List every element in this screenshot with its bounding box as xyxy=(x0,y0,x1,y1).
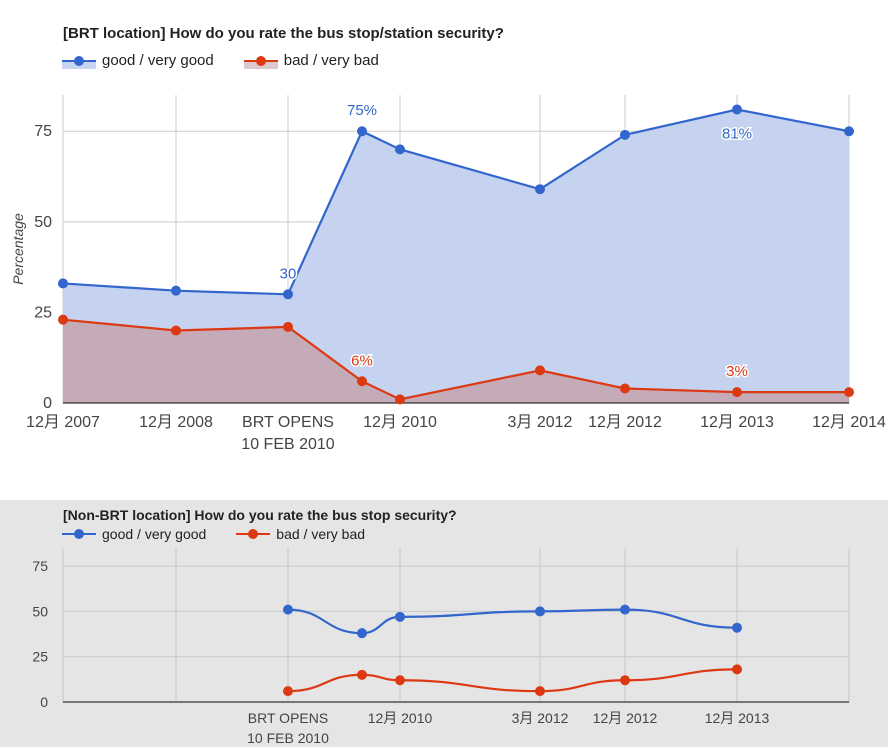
data-point xyxy=(620,129,630,140)
data-label: 75% xyxy=(347,102,377,119)
data-label: 81% xyxy=(722,125,752,142)
data-label: 3% xyxy=(726,363,748,380)
legend-swatch-bad xyxy=(236,526,271,542)
data-point xyxy=(171,285,181,296)
chart-legend: good / very good bad / very bad xyxy=(62,52,409,69)
data-point xyxy=(732,387,742,398)
legend-label-good: good / very good xyxy=(102,52,214,69)
x-tick-label: 12月 2012 xyxy=(593,710,658,726)
data-point xyxy=(395,144,405,155)
chart-title: [BRT location] How do you rate the bus s… xyxy=(63,25,504,42)
series-line xyxy=(287,668,738,693)
data-point xyxy=(395,394,405,405)
legend-item-good[interactable]: good / very good xyxy=(62,526,206,542)
legend-swatch-bad xyxy=(243,53,278,69)
data-point xyxy=(620,383,630,394)
data-point xyxy=(732,664,742,675)
legend-swatch-good xyxy=(62,53,96,69)
data-point xyxy=(283,289,293,300)
data-point xyxy=(58,314,68,325)
data-point xyxy=(732,104,742,115)
x-tick-label: 3月 2012 xyxy=(508,414,573,431)
y-tick-label: 50 xyxy=(32,603,48,619)
data-label: 6% xyxy=(351,352,373,369)
x-tick-label: 12月 2013 xyxy=(700,414,774,431)
y-tick-label: 50 xyxy=(34,214,52,231)
brt-chart-plot: 0 25 50 75 75% 30 81% 6% 3% 12月 2007 12月 2008 BRT O… xyxy=(10,95,886,453)
data-point xyxy=(357,669,367,680)
x-tick-label: 12月 2008 xyxy=(139,414,213,431)
data-point xyxy=(283,686,293,697)
data-point xyxy=(283,604,293,615)
legend-label-good: good / very good xyxy=(102,526,207,542)
non-brt-chart-panel: [Non-BRT location] How do you rate the b… xyxy=(0,500,888,747)
x-tick-label: 10 FEB 2010 xyxy=(241,436,335,453)
legend-item-bad[interactable]: bad / very bad xyxy=(236,526,365,542)
legend-item-good[interactable]: good / very good xyxy=(62,52,214,69)
x-tick-label: 3月 2012 xyxy=(512,710,569,726)
y-tick-label: 0 xyxy=(43,395,52,412)
y-tick-label: 0 xyxy=(40,694,48,710)
series-area xyxy=(63,319,849,403)
data-point xyxy=(357,126,367,137)
data-label: 30 xyxy=(280,265,297,282)
data-point xyxy=(535,606,545,617)
x-tick-label: 12月 2013 xyxy=(705,710,770,726)
data-point xyxy=(844,126,854,137)
series-line xyxy=(287,608,738,635)
chart-legend: good / very good bad / very bad xyxy=(62,526,395,542)
x-tick-label: BRT OPENS xyxy=(242,414,334,431)
data-point xyxy=(732,622,742,633)
x-tick-label: 12月 2014 xyxy=(812,414,886,431)
brt-chart-panel: [BRT location] How do you rate the bus s… xyxy=(10,25,887,453)
data-point xyxy=(171,325,181,336)
y-tick-label: 25 xyxy=(32,649,48,665)
data-point xyxy=(395,611,405,622)
legend-label-bad: bad / very bad xyxy=(283,52,379,69)
y-tick-label: 25 xyxy=(34,304,52,321)
data-point xyxy=(535,365,545,376)
y-axis-title: Percentage xyxy=(10,213,26,285)
legend-swatch-good xyxy=(62,526,96,542)
x-tick-label: 12月 2012 xyxy=(588,414,662,431)
legend-item-bad[interactable]: bad / very bad xyxy=(243,52,379,69)
data-point xyxy=(395,675,405,686)
data-point xyxy=(535,686,545,697)
x-tick-label: 12月 2007 xyxy=(26,414,100,431)
legend-label-bad: bad / very bad xyxy=(276,526,366,542)
y-tick-label: 75 xyxy=(32,558,48,574)
data-point xyxy=(844,387,854,398)
chart-title: [Non-BRT location] How do you rate the b… xyxy=(63,507,457,523)
data-point xyxy=(535,184,545,195)
data-point xyxy=(357,376,367,387)
x-tick-label: 10 FEB 2010 xyxy=(247,730,329,746)
data-point xyxy=(620,604,630,615)
data-point xyxy=(58,278,68,289)
data-point xyxy=(357,628,367,639)
x-tick-label: 12月 2010 xyxy=(368,710,433,726)
x-tick-label: 12月 2010 xyxy=(363,414,437,431)
data-point xyxy=(283,321,293,332)
non-brt-chart-plot: 0 25 50 75 BRT OPENS 10 FEB 2010 12月 2010 3月 20… xyxy=(32,548,850,746)
data-point xyxy=(620,675,630,686)
y-tick-label: 75 xyxy=(34,123,52,140)
x-tick-label: BRT OPENS xyxy=(248,710,328,726)
